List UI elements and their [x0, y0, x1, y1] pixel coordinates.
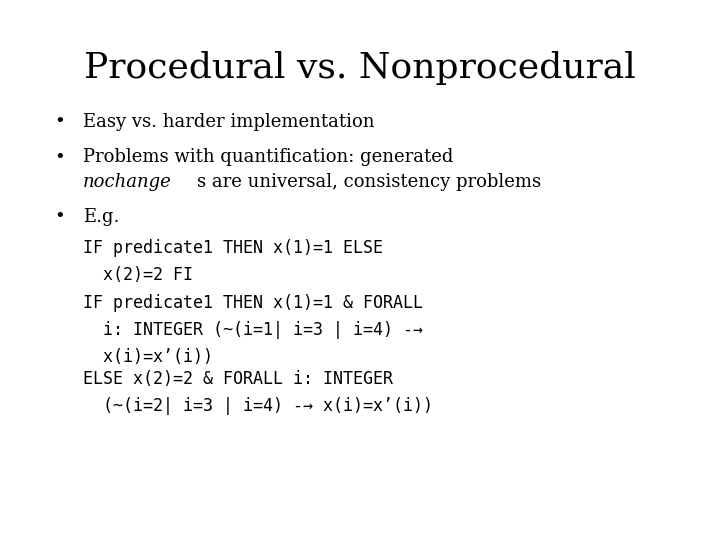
Text: i: INTEGER (~(i=1| i=3 | i=4) -→: i: INTEGER (~(i=1| i=3 | i=4) -→ [83, 321, 423, 339]
Text: IF predicate1 THEN x(1)=1 & FORALL: IF predicate1 THEN x(1)=1 & FORALL [83, 294, 423, 312]
Text: Problems with quantification: generated: Problems with quantification: generated [83, 148, 453, 166]
Text: (~(i=2| i=3 | i=4) -→ x(i)=x’(i)): (~(i=2| i=3 | i=4) -→ x(i)=x’(i)) [83, 397, 433, 415]
Text: IF predicate1 THEN x(1)=1 ELSE: IF predicate1 THEN x(1)=1 ELSE [83, 239, 383, 256]
Text: x(2)=2 FI: x(2)=2 FI [83, 266, 193, 284]
Text: nochange: nochange [83, 173, 171, 191]
Text: x(i)=x’(i)): x(i)=x’(i)) [83, 348, 213, 366]
Text: E.g.: E.g. [83, 208, 120, 226]
Text: •: • [54, 113, 65, 131]
Text: •: • [54, 148, 65, 166]
Text: Easy vs. harder implementation: Easy vs. harder implementation [83, 113, 374, 131]
Text: ELSE x(2)=2 & FORALL i: INTEGER: ELSE x(2)=2 & FORALL i: INTEGER [83, 370, 393, 388]
Text: s are universal, consistency problems: s are universal, consistency problems [197, 173, 541, 191]
Text: •: • [54, 208, 65, 226]
Text: Procedural vs. Nonprocedural: Procedural vs. Nonprocedural [84, 51, 636, 85]
